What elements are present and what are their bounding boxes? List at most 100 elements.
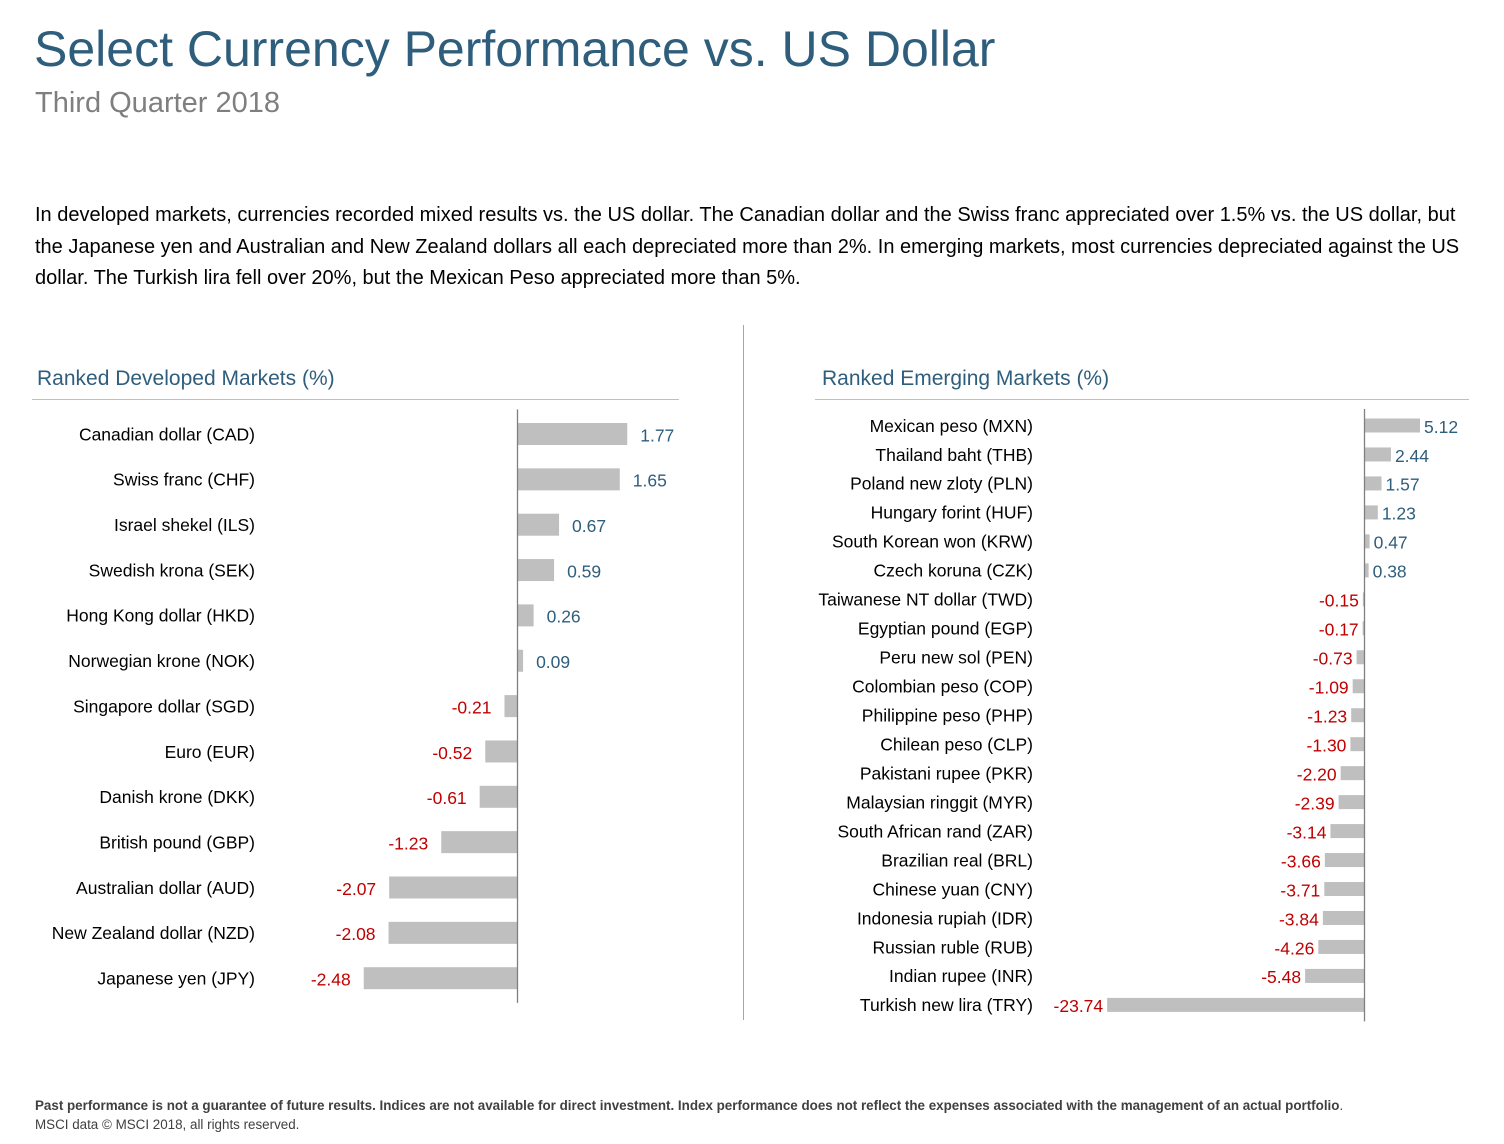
emerging-category-label: Thailand baht (THB) <box>875 445 1033 465</box>
emerging-chart-title: Ranked Emerging Markets (%) <box>822 367 1110 390</box>
emerging-category-label: Philippine peso (PHP) <box>862 706 1033 726</box>
developed-bar <box>485 740 518 763</box>
emerging-category-label: Turkish new lira (TRY) <box>860 995 1033 1015</box>
developed-category-label: Israel shekel (ILS) <box>114 515 255 535</box>
developed-value-label: 0.09 <box>536 652 570 672</box>
developed-category-label: Norwegian krone (NOK) <box>68 651 255 671</box>
footer-disclaimer: Past performance is not a guarantee of f… <box>35 1098 1340 1113</box>
emerging-value-label: -0.17 <box>1319 620 1359 640</box>
developed-value-label: -0.61 <box>427 788 467 808</box>
emerging-value-label: -1.30 <box>1307 735 1347 755</box>
developed-category-label: Canadian dollar (CAD) <box>79 424 255 444</box>
emerging-bar <box>1107 997 1365 1012</box>
emerging-category-label: Egyptian pound (EGP) <box>858 619 1033 639</box>
emerging-category-label: Chilean peso (CLP) <box>880 734 1033 754</box>
emerging-value-label: 2.44 <box>1395 446 1429 466</box>
emerging-value-label: -5.48 <box>1261 967 1301 987</box>
page-title: Select Currency Performance vs. US Dolla… <box>34 21 996 77</box>
developed-category-label: Danish krone (DKK) <box>99 787 255 807</box>
emerging-category-label: Hungary forint (HUF) <box>871 503 1033 523</box>
emerging-value-label: -0.73 <box>1313 649 1353 669</box>
developed-value-label: 0.59 <box>567 561 601 581</box>
developed-bar <box>517 513 560 536</box>
developed-bar <box>389 876 518 899</box>
developed-bar <box>441 831 518 854</box>
developed-value-label: 1.65 <box>633 471 667 491</box>
emerging-bar <box>1364 534 1370 549</box>
emerging-category-label: Russian ruble (RUB) <box>873 937 1033 957</box>
emerging-category-label: South African rand (ZAR) <box>838 821 1034 841</box>
developed-category-label: Singapore dollar (SGD) <box>73 696 255 716</box>
developed-bar <box>517 604 534 627</box>
emerging-bar <box>1324 853 1365 868</box>
developed-bar <box>363 967 518 990</box>
emerging-value-label: -1.09 <box>1309 678 1349 698</box>
footer-period: . <box>1339 1098 1344 1113</box>
emerging-bar <box>1351 708 1365 723</box>
developed-value-label: -2.07 <box>336 879 376 899</box>
emerging-bar <box>1322 910 1365 925</box>
footer-source: MSCI data © MSCI 2018, all rights reserv… <box>35 1117 300 1132</box>
developed-category-label: Swiss franc (CHF) <box>113 470 255 490</box>
developed-bar <box>517 649 524 672</box>
emerging-value-label: -3.66 <box>1281 851 1321 871</box>
emerging-bar <box>1318 939 1365 954</box>
emerging-category-label: Brazilian real (BRL) <box>881 850 1033 870</box>
emerging-bar <box>1350 737 1365 752</box>
developed-category-label: Hong Kong dollar (HKD) <box>66 606 255 626</box>
emerging-category-label: Taiwanese NT dollar (TWD) <box>818 590 1033 610</box>
emerging-value-label: -4.26 <box>1274 938 1314 958</box>
emerging-category-label: Indian rupee (INR) <box>889 966 1033 986</box>
emerging-bar <box>1352 679 1365 694</box>
developed-value-label: -1.23 <box>388 833 428 853</box>
developed-category-label: Japanese yen (JPY) <box>97 969 255 989</box>
emerging-value-label: -2.20 <box>1297 764 1337 784</box>
developed-value-label: -2.48 <box>311 970 351 990</box>
developed-title-rule <box>32 399 679 400</box>
emerging-value-label: -3.71 <box>1280 880 1320 900</box>
emerging-category-label: Chinese yuan (CNY) <box>873 879 1033 899</box>
emerging-category-label: Poland new zloty (PLN) <box>850 474 1033 494</box>
emerging-category-label: Pakistani rupee (PKR) <box>860 763 1033 783</box>
emerging-bar <box>1338 795 1365 810</box>
developed-bar <box>504 695 518 718</box>
emerging-value-label: -3.84 <box>1279 909 1319 929</box>
emerging-category-label: Malaysian ringgit (MYR) <box>846 792 1033 812</box>
developed-category-label: Swedish krona (SEK) <box>89 560 255 580</box>
footer: Past performance is not a guarantee of f… <box>35 1096 1495 1134</box>
developed-bar <box>479 785 518 808</box>
developed-bar <box>517 559 555 582</box>
emerging-value-label: 5.12 <box>1424 417 1458 437</box>
emerging-value-label: -0.15 <box>1319 591 1359 611</box>
emerging-value-label: -3.14 <box>1287 822 1327 842</box>
emerging-bar <box>1305 968 1365 983</box>
emerging-title-rule <box>815 399 1469 400</box>
emerging-bar <box>1364 476 1382 491</box>
emerging-value-label: -1.23 <box>1307 707 1347 727</box>
emerging-category-label: Czech koruna (CZK) <box>874 561 1034 581</box>
emerging-value-label: 1.57 <box>1386 475 1420 495</box>
developed-value-label: -0.21 <box>452 697 492 717</box>
developed-value-label: 0.67 <box>572 516 606 536</box>
emerging-value-label: 0.38 <box>1373 562 1407 582</box>
emerging-category-label: Peru new sol (PEN) <box>879 648 1033 668</box>
developed-bar <box>517 468 620 491</box>
emerging-bar <box>1362 621 1365 636</box>
developed-bar <box>388 921 518 944</box>
emerging-bar <box>1364 447 1391 462</box>
developed-bar <box>517 423 628 445</box>
emerging-bar <box>1364 505 1378 520</box>
developed-category-label: New Zealand dollar (NZD) <box>52 923 255 943</box>
panel-divider <box>743 325 744 1020</box>
emerging-bar <box>1356 650 1365 665</box>
emerging-bar <box>1362 592 1365 607</box>
developed-chart-title: Ranked Developed Markets (%) <box>37 367 335 390</box>
intro-paragraph: In developed markets, currencies recorde… <box>35 204 1460 289</box>
emerging-bar <box>1364 563 1369 578</box>
developed-value-label: 1.77 <box>640 425 674 445</box>
developed-category-label: Australian dollar (AUD) <box>76 878 255 898</box>
emerging-category-label: Mexican peso (MXN) <box>870 416 1033 436</box>
developed-value-label: -0.52 <box>432 743 472 763</box>
